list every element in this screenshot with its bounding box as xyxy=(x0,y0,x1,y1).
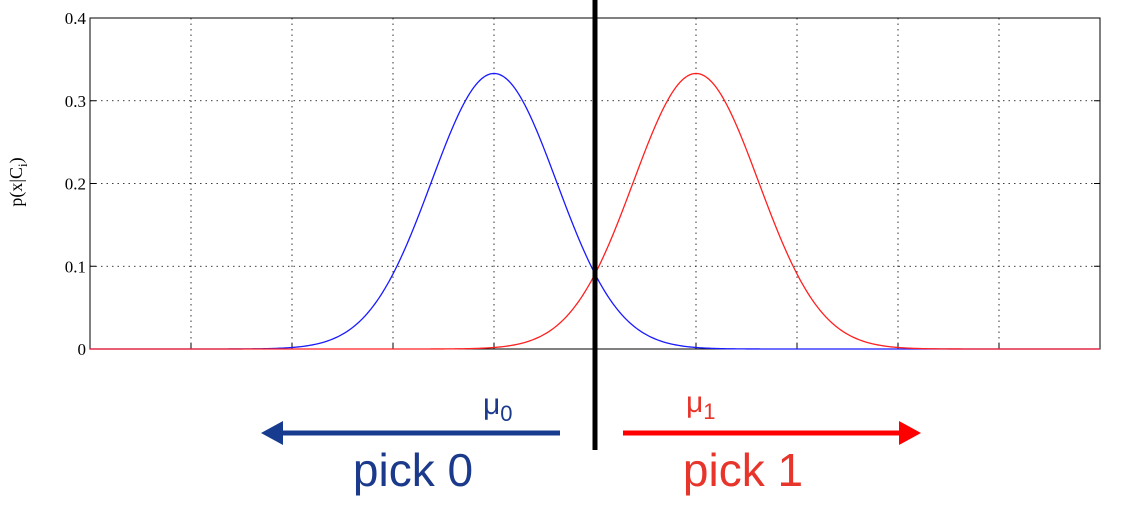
mu1-symbol: μ xyxy=(686,386,703,419)
pick0-label: pick 0 xyxy=(353,444,473,496)
pick1-arrow-head xyxy=(899,421,921,445)
mu1-subscript: 1 xyxy=(703,399,715,424)
y-tick-label: 0.4 xyxy=(65,9,87,28)
mu0-symbol: μ xyxy=(483,388,500,421)
y-tick-label: 0.1 xyxy=(65,257,86,276)
y-axis-label-sub: i xyxy=(15,163,30,167)
pick0-arrow xyxy=(261,421,560,445)
y-axis-ticks: 0 0.1 0.2 0.3 0.4 xyxy=(65,9,1100,359)
pick1-label: pick 1 xyxy=(683,444,803,496)
y-axis-label: p(x|Ci) xyxy=(6,157,30,206)
y-tick-label: 0 xyxy=(78,340,87,359)
y-tick-label: 0.3 xyxy=(65,92,86,111)
y-axis-label-close: ) xyxy=(6,157,27,163)
y-axis-label-base: p(x|C xyxy=(6,167,27,207)
pick1-arrow xyxy=(623,421,921,445)
mu0-subscript: 0 xyxy=(500,401,512,426)
mu0-label: μ0 xyxy=(483,388,513,426)
y-tick-label: 0.2 xyxy=(65,175,86,194)
pick0-arrow-head xyxy=(261,421,283,445)
mu1-label: μ1 xyxy=(686,386,716,424)
